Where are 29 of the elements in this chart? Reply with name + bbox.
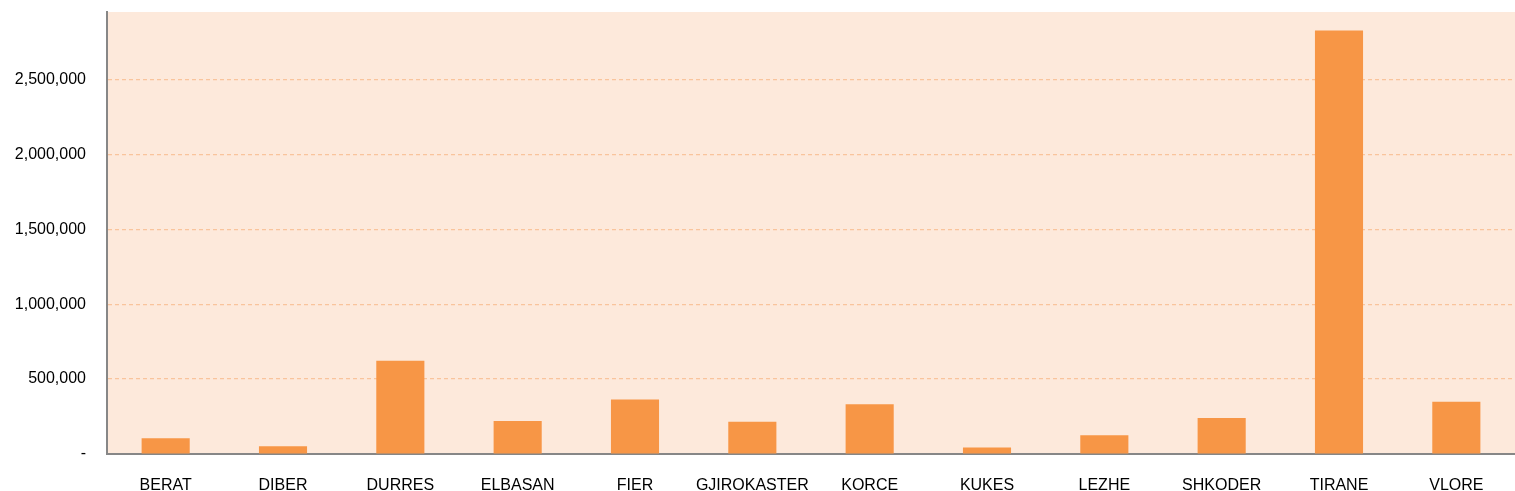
y-tick-label: 2,500,000	[14, 69, 87, 87]
x-tick-label: DURRES	[366, 476, 435, 491]
x-tick-label: KUKES	[959, 476, 1015, 491]
x-tick-label: TIRANE	[1309, 476, 1369, 491]
bar	[141, 438, 190, 454]
x-tick-label: DIBER	[258, 476, 308, 491]
x-tick-label: KORCE	[841, 476, 899, 491]
y-tick-label: 1,000,000	[14, 294, 87, 312]
y-tick-label: 2,000,000	[14, 144, 87, 162]
bar	[728, 421, 777, 454]
bar	[1314, 30, 1364, 454]
y-tick-label: -	[80, 444, 86, 462]
bar	[1432, 401, 1481, 454]
bar	[493, 420, 542, 454]
x-tick-label: BERAT	[139, 476, 192, 491]
x-tick-label: VLORE	[1429, 476, 1484, 491]
bar	[610, 399, 660, 454]
bar	[258, 446, 308, 454]
bar	[1197, 417, 1246, 454]
y-tick-label: 1,500,000	[14, 219, 87, 237]
bar	[1080, 435, 1129, 454]
y-tick-label: 500,000	[28, 369, 87, 387]
bar	[376, 360, 425, 454]
x-tick-label: LEZHE	[1078, 476, 1131, 491]
bar	[845, 404, 894, 454]
x-tick-label: GJIROKASTER	[695, 476, 809, 491]
x-tick-label: ELBASAN	[480, 476, 555, 491]
x-tick-label: SHKODER	[1182, 476, 1262, 491]
x-tick-label: FIER	[616, 476, 654, 491]
